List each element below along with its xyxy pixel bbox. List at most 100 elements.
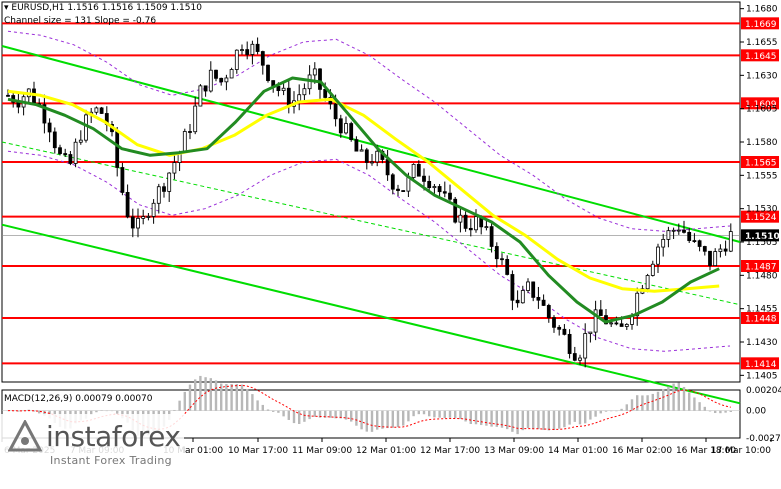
channel-line [1, 141, 741, 306]
macd-bar [542, 410, 545, 431]
candle-body [609, 322, 614, 325]
y-tick-label: 1.1655 [746, 38, 778, 48]
macd-bar [17, 410, 20, 412]
candle-body [52, 131, 57, 149]
macd-bar [365, 410, 368, 432]
macd-bar [173, 409, 176, 411]
x-tick-label: 13 Mar 09:00 [484, 446, 544, 456]
y-tick-label: 1.1405 [746, 371, 778, 381]
candle-body [302, 88, 307, 96]
macd-bar [584, 410, 587, 424]
dropdown-triangle-icon[interactable]: ▾ [4, 3, 9, 13]
candle-body [219, 77, 224, 83]
macd-bar [506, 410, 509, 430]
candle-body [323, 88, 328, 98]
envelope-line [7, 150, 731, 352]
logo-name: instaforex [46, 420, 181, 453]
candle-body [136, 217, 140, 229]
macd-bar [651, 393, 654, 411]
macd-bar [412, 410, 415, 417]
candle-body [42, 104, 47, 124]
macd-bar [693, 397, 696, 411]
y-tick-label: 1.1455 [746, 305, 778, 315]
macd-bar [532, 410, 535, 430]
macd-bar [282, 410, 285, 417]
macd-bar [625, 404, 628, 411]
candle-body [588, 331, 593, 334]
candle-body [650, 263, 655, 276]
macd-bar [422, 410, 426, 415]
macd-bar [662, 389, 665, 411]
candle-body [427, 180, 432, 189]
moving-averages [7, 76, 720, 324]
candle-body [84, 114, 88, 141]
candle-body [541, 299, 546, 306]
level-label: 1.1609 [745, 100, 777, 110]
macd-bar [246, 388, 249, 411]
candle-body [484, 226, 489, 229]
x-tick-label: 12 Mar 17:00 [420, 446, 480, 456]
candle-body [557, 326, 562, 330]
macd-bar [105, 410, 108, 412]
candle-body [562, 328, 567, 335]
candle-body [390, 174, 395, 190]
macd-bar [469, 410, 472, 424]
candle-body [198, 85, 203, 107]
candle-body [193, 105, 198, 133]
macd-bar [433, 410, 436, 418]
macd-bar [272, 410, 275, 412]
candle-body [297, 94, 302, 102]
candle-body [156, 186, 161, 204]
candle-body [354, 139, 359, 152]
candle-body [468, 227, 473, 231]
macd-bar [391, 410, 394, 428]
candle-body [245, 49, 250, 55]
channel-info: Channel size = 131 Slope = -0.76 [4, 16, 157, 26]
candle-body [370, 161, 374, 164]
macd-bar [459, 410, 462, 420]
candle-body [437, 186, 442, 193]
candle-body [162, 186, 166, 192]
envelope-line [7, 30, 731, 232]
macd-tick-label: 0.00204 [746, 386, 781, 396]
macd-bar [719, 410, 722, 414]
candle-body [578, 357, 582, 361]
support-resistance-levels: 1.16691.16451.16091.15651.15241.14871.14… [2, 17, 780, 370]
macd-label: MACD(12,26,9) 0.00079 0.00070 [4, 394, 153, 404]
macd-bar [199, 375, 202, 411]
macd-bar [677, 382, 680, 411]
macd-bar [438, 410, 441, 418]
level-badge [741, 312, 779, 324]
current-price-label: 1.1510 [745, 232, 780, 242]
candle-body [723, 248, 728, 252]
macd-bar [568, 410, 571, 425]
candle-body [229, 69, 234, 79]
candle-body [572, 353, 577, 361]
candle-body [406, 177, 411, 192]
macd-bar [630, 399, 634, 411]
candle-body [344, 123, 348, 134]
candle-body [708, 250, 712, 266]
y-tick-label: 1.1630 [746, 71, 778, 81]
candle-body [697, 240, 702, 247]
candle-body [396, 188, 400, 191]
candle-body [224, 77, 229, 83]
macd-bar [225, 384, 228, 411]
macd-bar [589, 410, 592, 420]
envelope-bands [7, 30, 731, 352]
macd-bar [178, 400, 181, 411]
macd-bar [292, 410, 296, 424]
candle-body [359, 149, 364, 152]
candle-body [614, 322, 619, 325]
macd-bar [214, 380, 218, 411]
macd-bar [38, 410, 41, 414]
macd-bar [563, 410, 566, 428]
y-tick-label: 1.1530 [746, 205, 778, 215]
level-label: 1.1645 [745, 52, 777, 62]
candle-body [203, 85, 208, 92]
y-tick-label: 1.1430 [746, 338, 778, 348]
candle-body [349, 123, 354, 141]
candle-body [68, 154, 73, 164]
y-tick-label: 1.1505 [746, 238, 778, 248]
level-badge [741, 97, 779, 110]
